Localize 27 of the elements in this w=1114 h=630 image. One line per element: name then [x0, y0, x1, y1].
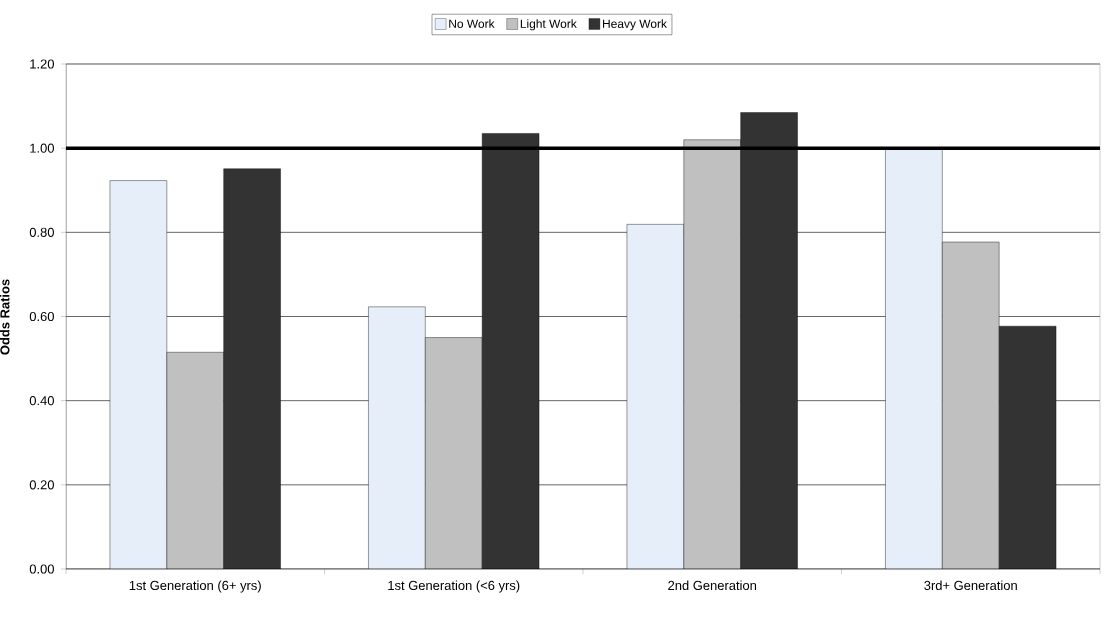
x-tick-label: 1st Generation (<6 yrs) [388, 580, 520, 593]
bar [223, 168, 281, 569]
x-tick-label: 2nd Generation [668, 580, 757, 591]
bar [425, 337, 483, 569]
legend-label: Heavy Work [603, 19, 667, 31]
bar [740, 112, 798, 569]
y-tick-label: 0.40 [29, 396, 54, 406]
y-axis-title: Odds Ratios [0, 279, 10, 355]
bar [368, 306, 426, 569]
y-tick-label: 0.60 [29, 311, 54, 322]
bar [481, 133, 540, 569]
bar [109, 180, 168, 569]
x-tick-label: 1st Generation (6+ yrs) [129, 580, 261, 593]
y-tick-label: 1.20 [30, 59, 54, 69]
legend-label: Light Work [520, 19, 577, 31]
bar [626, 224, 684, 569]
y-tick-label: 1.00 [30, 143, 54, 153]
y-tick-label: 0.00 [29, 564, 54, 574]
bar [885, 147, 943, 569]
x-tick-label: 3rd+ Generation [924, 580, 1017, 591]
legend-label: No Work [449, 19, 495, 28]
y-tick-label: 0.20 [29, 480, 54, 490]
bar [683, 139, 741, 569]
bar [998, 325, 1057, 569]
bar [166, 352, 224, 569]
y-tick-label: 0.80 [29, 227, 54, 237]
bar [942, 241, 1000, 569]
